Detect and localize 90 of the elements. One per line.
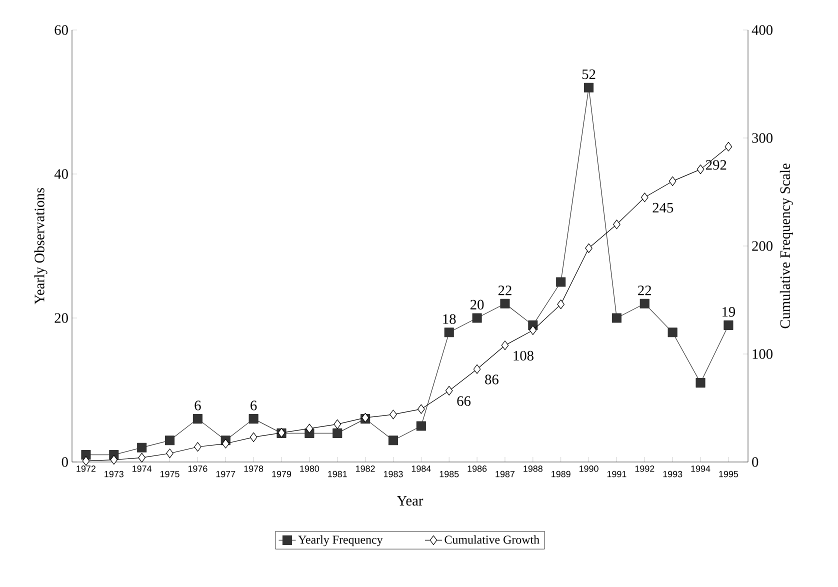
point <box>164 436 175 446</box>
point <box>418 404 425 414</box>
data-label: 292 <box>706 160 726 170</box>
data-label: 22 <box>638 286 652 296</box>
point <box>724 320 734 330</box>
point <box>306 424 314 434</box>
legend-label: Cumulative Growth <box>444 535 540 544</box>
point <box>82 456 90 466</box>
x-tick-label: 1989 <box>552 470 570 478</box>
x-tick-label: 1990 <box>579 466 598 472</box>
y2-axis-title: Cumulative Frequency Scale <box>780 164 793 328</box>
point <box>613 220 620 230</box>
data-label: 20 <box>470 300 484 310</box>
point <box>472 313 482 323</box>
data-label: 19 <box>722 307 736 317</box>
y-tick-label: 0 <box>62 457 68 467</box>
x-tick-label: 1978 <box>244 466 264 472</box>
point <box>192 414 202 424</box>
point <box>724 142 732 152</box>
x-tick-label: 1994 <box>691 466 710 472</box>
x-tick-label: 1988 <box>524 466 542 472</box>
y2-tick-label: 300 <box>752 133 772 143</box>
point <box>556 277 566 287</box>
y-tick-label: 60 <box>54 25 68 35</box>
x-tick-label: 1991 <box>607 470 626 478</box>
point <box>444 328 454 338</box>
point <box>416 421 426 431</box>
x-tick-label: 1972 <box>76 466 96 472</box>
point <box>390 410 397 420</box>
point <box>445 386 453 396</box>
point <box>388 436 398 446</box>
data-label: 86 <box>485 374 498 384</box>
x-tick-label: 1981 <box>328 470 347 478</box>
point <box>222 438 230 448</box>
point <box>194 442 202 452</box>
x-tick-label: 1973 <box>104 470 124 478</box>
point <box>250 432 258 442</box>
y2-tick-label: 400 <box>752 25 772 35</box>
point <box>248 414 258 424</box>
x-tick-label: 1987 <box>496 470 514 478</box>
point <box>166 448 174 458</box>
point <box>529 325 537 336</box>
data-label: 22 <box>498 286 512 296</box>
x-tick-label: 1977 <box>216 470 236 478</box>
x-axis-title: Year <box>396 496 424 506</box>
legend-label: Yearly Frequency <box>298 535 383 546</box>
point <box>501 340 509 350</box>
point <box>696 164 704 174</box>
point <box>473 364 481 374</box>
x-tick-label: 1984 <box>412 466 431 472</box>
point <box>668 176 676 186</box>
y-tick-label: 40 <box>54 169 68 179</box>
y-tick-label: 20 <box>54 313 68 323</box>
point <box>640 298 650 308</box>
point <box>500 298 510 308</box>
x-tick-label: 1992 <box>635 466 654 472</box>
x-tick-label: 1993 <box>663 470 682 478</box>
data-label: 108 <box>514 350 534 361</box>
point <box>612 313 622 323</box>
y-axis-title: Yearly Observations <box>34 188 48 304</box>
point <box>110 455 118 465</box>
point <box>640 192 648 202</box>
point <box>696 378 706 388</box>
x-tick-label: 1986 <box>468 466 487 472</box>
y2-tick-label: 200 <box>752 241 772 251</box>
x-tick-label: 1974 <box>132 466 152 472</box>
point <box>334 419 342 429</box>
x-tick-label: 1979 <box>272 470 292 478</box>
x-tick-label: 1995 <box>719 470 738 478</box>
data-label: 66 <box>457 396 471 406</box>
point <box>138 452 146 462</box>
point <box>332 428 342 438</box>
x-tick-label: 1985 <box>440 470 459 478</box>
data-label: 18 <box>443 314 456 324</box>
y2-tick-label: 0 <box>752 457 758 467</box>
point <box>557 300 565 310</box>
x-tick-label: 1975 <box>160 470 180 478</box>
x-tick-label: 1983 <box>384 470 403 478</box>
x-tick-label: 1976 <box>188 466 208 472</box>
y2-tick-label: 100 <box>752 349 772 359</box>
data-label: 245 <box>652 202 674 213</box>
data-label: 6 <box>250 400 257 410</box>
point <box>137 442 147 452</box>
x-tick-label: 1982 <box>356 466 375 472</box>
data-label: 52 <box>582 69 596 80</box>
point <box>585 243 592 253</box>
point <box>584 82 594 92</box>
point <box>668 328 678 338</box>
x-tick-label: 1980 <box>300 466 320 472</box>
data-label: 6 <box>194 400 201 410</box>
